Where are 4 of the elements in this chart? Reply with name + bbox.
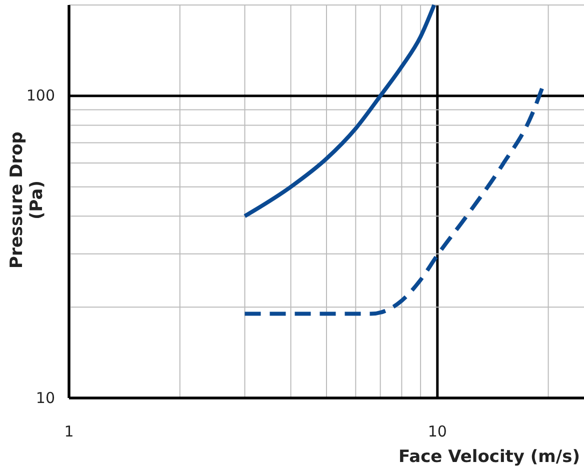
y-tick-label: 100 — [26, 86, 55, 105]
x-axis-title: Face Velocity (m/s) — [398, 447, 580, 467]
y-axis-title: Pressure Drop (Pa) — [7, 132, 47, 268]
x-tick-label: 1 — [64, 422, 74, 441]
